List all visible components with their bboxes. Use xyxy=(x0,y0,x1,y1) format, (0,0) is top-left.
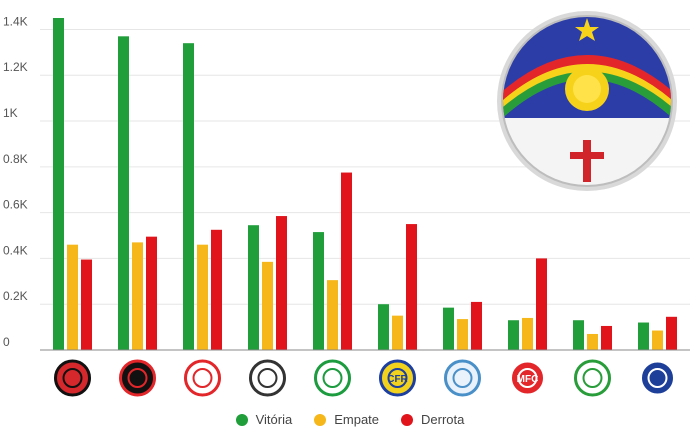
bar-empate-1[interactable] xyxy=(132,242,143,350)
legend-item-vitoria[interactable]: Vitória xyxy=(235,412,293,427)
bar-derrota-6[interactable] xyxy=(471,301,482,350)
legend-item-derrota[interactable]: Derrota xyxy=(401,412,464,427)
bar-empate-0[interactable] xyxy=(67,244,78,350)
bar-vitória-8[interactable] xyxy=(573,320,584,350)
sport-crest-icon xyxy=(54,359,91,397)
y-tick-label: 1K xyxy=(3,106,18,120)
cfr-crest-icon: CFR xyxy=(379,359,416,397)
y-axis-ticks: 0 0.2K 0.4K 0.6K 0.8K 1K 1.2K 1.4K xyxy=(3,14,28,349)
bar-derrota-1[interactable] xyxy=(146,236,157,350)
salgueiro-crest-icon: MFC xyxy=(509,359,546,397)
bar-vitória-2[interactable] xyxy=(183,43,194,350)
pernambuco-flag-icon xyxy=(497,11,677,191)
bar-derrota-8[interactable] xyxy=(601,325,612,350)
legend-label-derrota: Derrota xyxy=(421,412,465,427)
bar-vitória-4[interactable] xyxy=(313,232,324,350)
bar-derrota-9[interactable] xyxy=(666,316,677,350)
cfr-crest-label: CFR xyxy=(387,374,408,385)
y-tick-label: 0.4K xyxy=(3,243,28,257)
legend-label-vitoria: Vitória xyxy=(255,412,293,427)
legend-item-empate[interactable]: Empate xyxy=(314,412,379,427)
legend-swatch-vitoria xyxy=(235,413,248,426)
bar-empate-9[interactable] xyxy=(652,330,663,350)
vera-cruz-crest-icon xyxy=(639,359,676,397)
club-crests: CFR MFC xyxy=(54,359,676,397)
star-icon xyxy=(575,18,599,41)
y-tick-label: 0.8K xyxy=(3,152,28,166)
mfc-crest-label: MFC xyxy=(517,374,539,385)
bar-empate-2[interactable] xyxy=(197,244,208,350)
bar-empate-6[interactable] xyxy=(457,319,468,350)
y-tick-label: 0.6K xyxy=(3,198,28,212)
bar-vitória-0[interactable] xyxy=(53,18,64,350)
bar-empate-3[interactable] xyxy=(262,261,273,350)
santa-cruz-crest-icon xyxy=(119,359,156,397)
america-crest-icon xyxy=(314,359,351,397)
legend: Vitória Empate Derrota xyxy=(0,412,700,427)
bar-vitória-7[interactable] xyxy=(508,320,519,350)
bar-empate-8[interactable] xyxy=(587,333,598,350)
bar-derrota-7[interactable] xyxy=(536,258,547,350)
cross-icon xyxy=(570,140,604,182)
bar-empate-4[interactable] xyxy=(327,280,338,350)
y-tick-label: 1.2K xyxy=(3,60,28,74)
bar-derrota-4[interactable] xyxy=(341,172,352,350)
bar-derrota-2[interactable] xyxy=(211,229,222,350)
y-tick-label: 0.2K xyxy=(3,289,28,303)
bar-chart: 0 0.2K 0.4K 0.6K 0.8K 1K 1.2K 1.4K CFR MFC xyxy=(3,11,690,397)
nautico-crest-icon xyxy=(184,359,221,397)
central-crest-icon xyxy=(249,359,286,397)
bar-empate-5[interactable] xyxy=(392,315,403,350)
legend-label-empate: Empate xyxy=(334,412,380,427)
bar-derrota-5[interactable] xyxy=(406,224,417,350)
bars xyxy=(53,18,677,351)
y-tick-label: 0 xyxy=(3,335,10,349)
belo-jardim-crest-icon xyxy=(574,359,611,397)
bar-vitória-9[interactable] xyxy=(638,322,649,350)
y-tick-label: 1.4K xyxy=(3,14,28,28)
bar-vitória-3[interactable] xyxy=(248,225,259,350)
bar-derrota-3[interactable] xyxy=(276,216,287,350)
bar-vitória-1[interactable] xyxy=(118,36,129,351)
bar-derrota-0[interactable] xyxy=(81,259,92,350)
bar-vitória-5[interactable] xyxy=(378,304,389,350)
legend-swatch-empate xyxy=(314,413,327,426)
legend-swatch-derrota xyxy=(401,413,414,426)
bar-empate-7[interactable] xyxy=(522,317,533,350)
petrolina-crest-icon xyxy=(444,359,481,397)
bar-vitória-6[interactable] xyxy=(443,307,454,350)
sun-icon xyxy=(565,67,609,111)
